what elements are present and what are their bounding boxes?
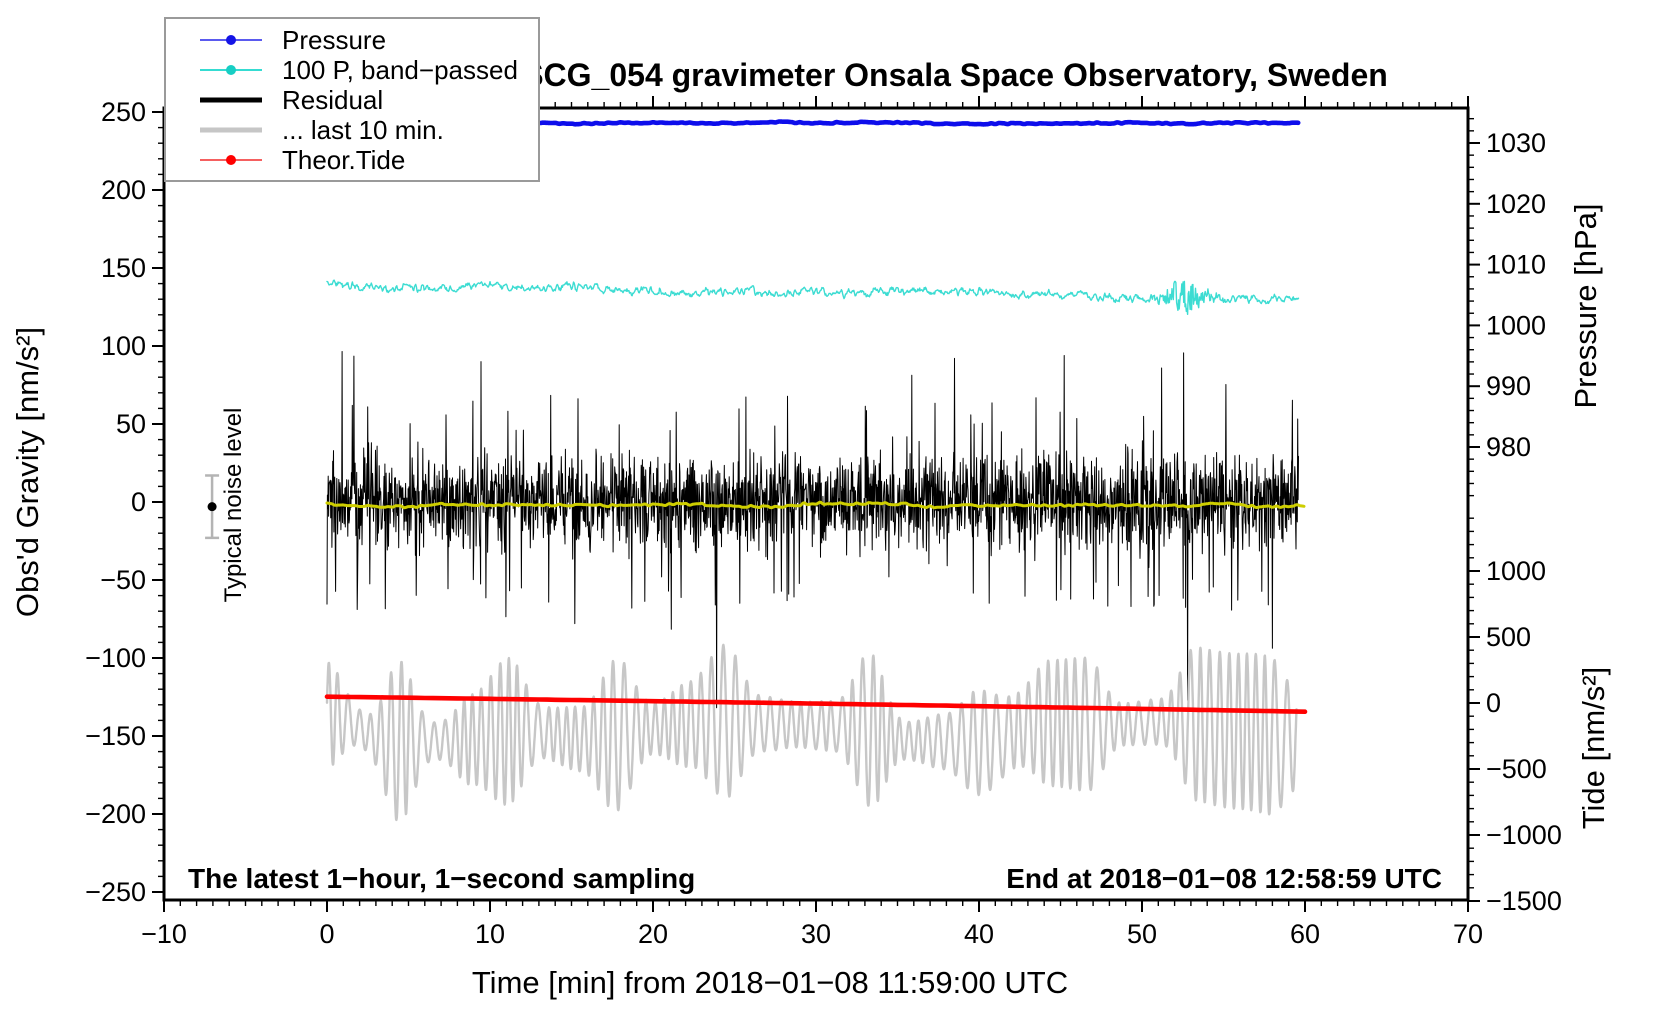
legend-item-theor-tide: Theor.Tide <box>282 145 405 175</box>
x-tick-label: 70 <box>1453 919 1483 949</box>
x-tick-label: 0 <box>319 919 334 949</box>
tide-tick-label: 1000 <box>1486 556 1546 586</box>
annotation-end-time: End at 2018−01−08 12:58:59 UTC <box>1006 863 1442 894</box>
legend-sample-dot <box>226 35 236 45</box>
legend-item-residual: Residual <box>282 85 383 115</box>
tide-tick-label: −1000 <box>1486 820 1562 850</box>
series-band-passed <box>326 279 1300 315</box>
legend: Pressure 100 P, band−passed Residual ...… <box>164 17 540 182</box>
gravity-tick-label: 50 <box>116 409 146 439</box>
axis-ticks <box>152 96 1480 912</box>
series-residual-smooth <box>325 500 1306 510</box>
pressure-tick-label: 1000 <box>1486 310 1546 340</box>
y-axis-label-gravity: Obs'd Gravity [nm/s²] <box>10 327 45 617</box>
pressure-tick-label: 1030 <box>1486 128 1546 158</box>
legend-item-pressure: Pressure <box>282 25 386 55</box>
gravity-tick-label: 200 <box>101 175 146 205</box>
series-theor-tide <box>324 694 1308 715</box>
legend-item-last-10-min: ... last 10 min. <box>282 115 444 145</box>
pressure-tick-label: 980 <box>1486 432 1531 462</box>
gravity-tick-label: −150 <box>85 721 146 751</box>
x-tick-label: −10 <box>141 919 187 949</box>
gravity-tick-label: 0 <box>131 487 146 517</box>
gravity-tick-label: −50 <box>100 565 146 595</box>
x-tick-label: 30 <box>801 919 831 949</box>
pressure-tick-label: 990 <box>1486 371 1531 401</box>
axis-tick-labels: −10 0 10 20 30 40 50 60 70250200150100500−50−100… <box>85 97 1562 949</box>
legend-sample-dot <box>226 155 236 165</box>
y-axis-label-tide: Tide [nm/s²] <box>1576 667 1611 830</box>
gravity-tick-label: 150 <box>101 253 146 283</box>
x-tick-label: 40 <box>964 919 994 949</box>
y-axis-label-pressure: Pressure [hPa] <box>1568 203 1603 408</box>
page-title: SCG_054 gravimeter Onsala Space Observat… <box>522 57 1388 93</box>
tide-tick-label: 0 <box>1486 688 1501 718</box>
x-tick-label: 50 <box>1127 919 1157 949</box>
gravity-tick-label: 250 <box>101 97 146 127</box>
gravity-tick-label: −250 <box>85 877 146 907</box>
noise-dot <box>207 502 217 512</box>
data-traces <box>324 119 1308 822</box>
typical-noise-marker <box>205 474 220 540</box>
gravity-tick-label: −200 <box>85 799 146 829</box>
x-tick-label: 60 <box>1290 919 1320 949</box>
legend-item-band-passed: 100 P, band−passed <box>282 55 518 85</box>
typical-noise-level-label: Typical noise level <box>220 408 247 603</box>
tide-tick-label: −500 <box>1486 754 1547 784</box>
legend-sample-dot <box>226 65 236 75</box>
pressure-tick-label: 1010 <box>1486 250 1546 280</box>
x-axis-label: Time [min] from 2018−01−08 11:59:00 UTC <box>472 965 1068 1000</box>
annotation-sampling-info: The latest 1−hour, 1−second sampling <box>188 863 695 894</box>
pressure-tick-label: 1020 <box>1486 189 1546 219</box>
tide-tick-label: −1500 <box>1486 886 1562 916</box>
legend-samples <box>200 35 262 165</box>
x-tick-label: 10 <box>475 919 505 949</box>
series-last-10-min <box>325 643 1298 822</box>
gravity-tick-label: 100 <box>101 331 146 361</box>
series-residual <box>326 351 1299 709</box>
tide-tick-label: 500 <box>1486 622 1531 652</box>
gravity-tick-label: −100 <box>85 643 146 673</box>
x-tick-label: 20 <box>638 919 668 949</box>
